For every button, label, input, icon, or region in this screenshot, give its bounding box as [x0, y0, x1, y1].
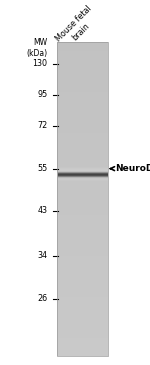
- Text: 95: 95: [37, 91, 47, 99]
- Bar: [57, 42, 108, 356]
- Text: 55: 55: [37, 164, 47, 173]
- Text: NeuroD1: NeuroD1: [116, 164, 150, 173]
- Text: 72: 72: [37, 122, 47, 130]
- Text: 34: 34: [37, 251, 47, 260]
- Text: Mouse fetal
brain: Mouse fetal brain: [54, 4, 100, 51]
- Text: 130: 130: [32, 59, 47, 68]
- Text: MW
(kDa): MW (kDa): [26, 38, 47, 58]
- Text: 43: 43: [37, 207, 47, 215]
- Text: 26: 26: [37, 294, 47, 303]
